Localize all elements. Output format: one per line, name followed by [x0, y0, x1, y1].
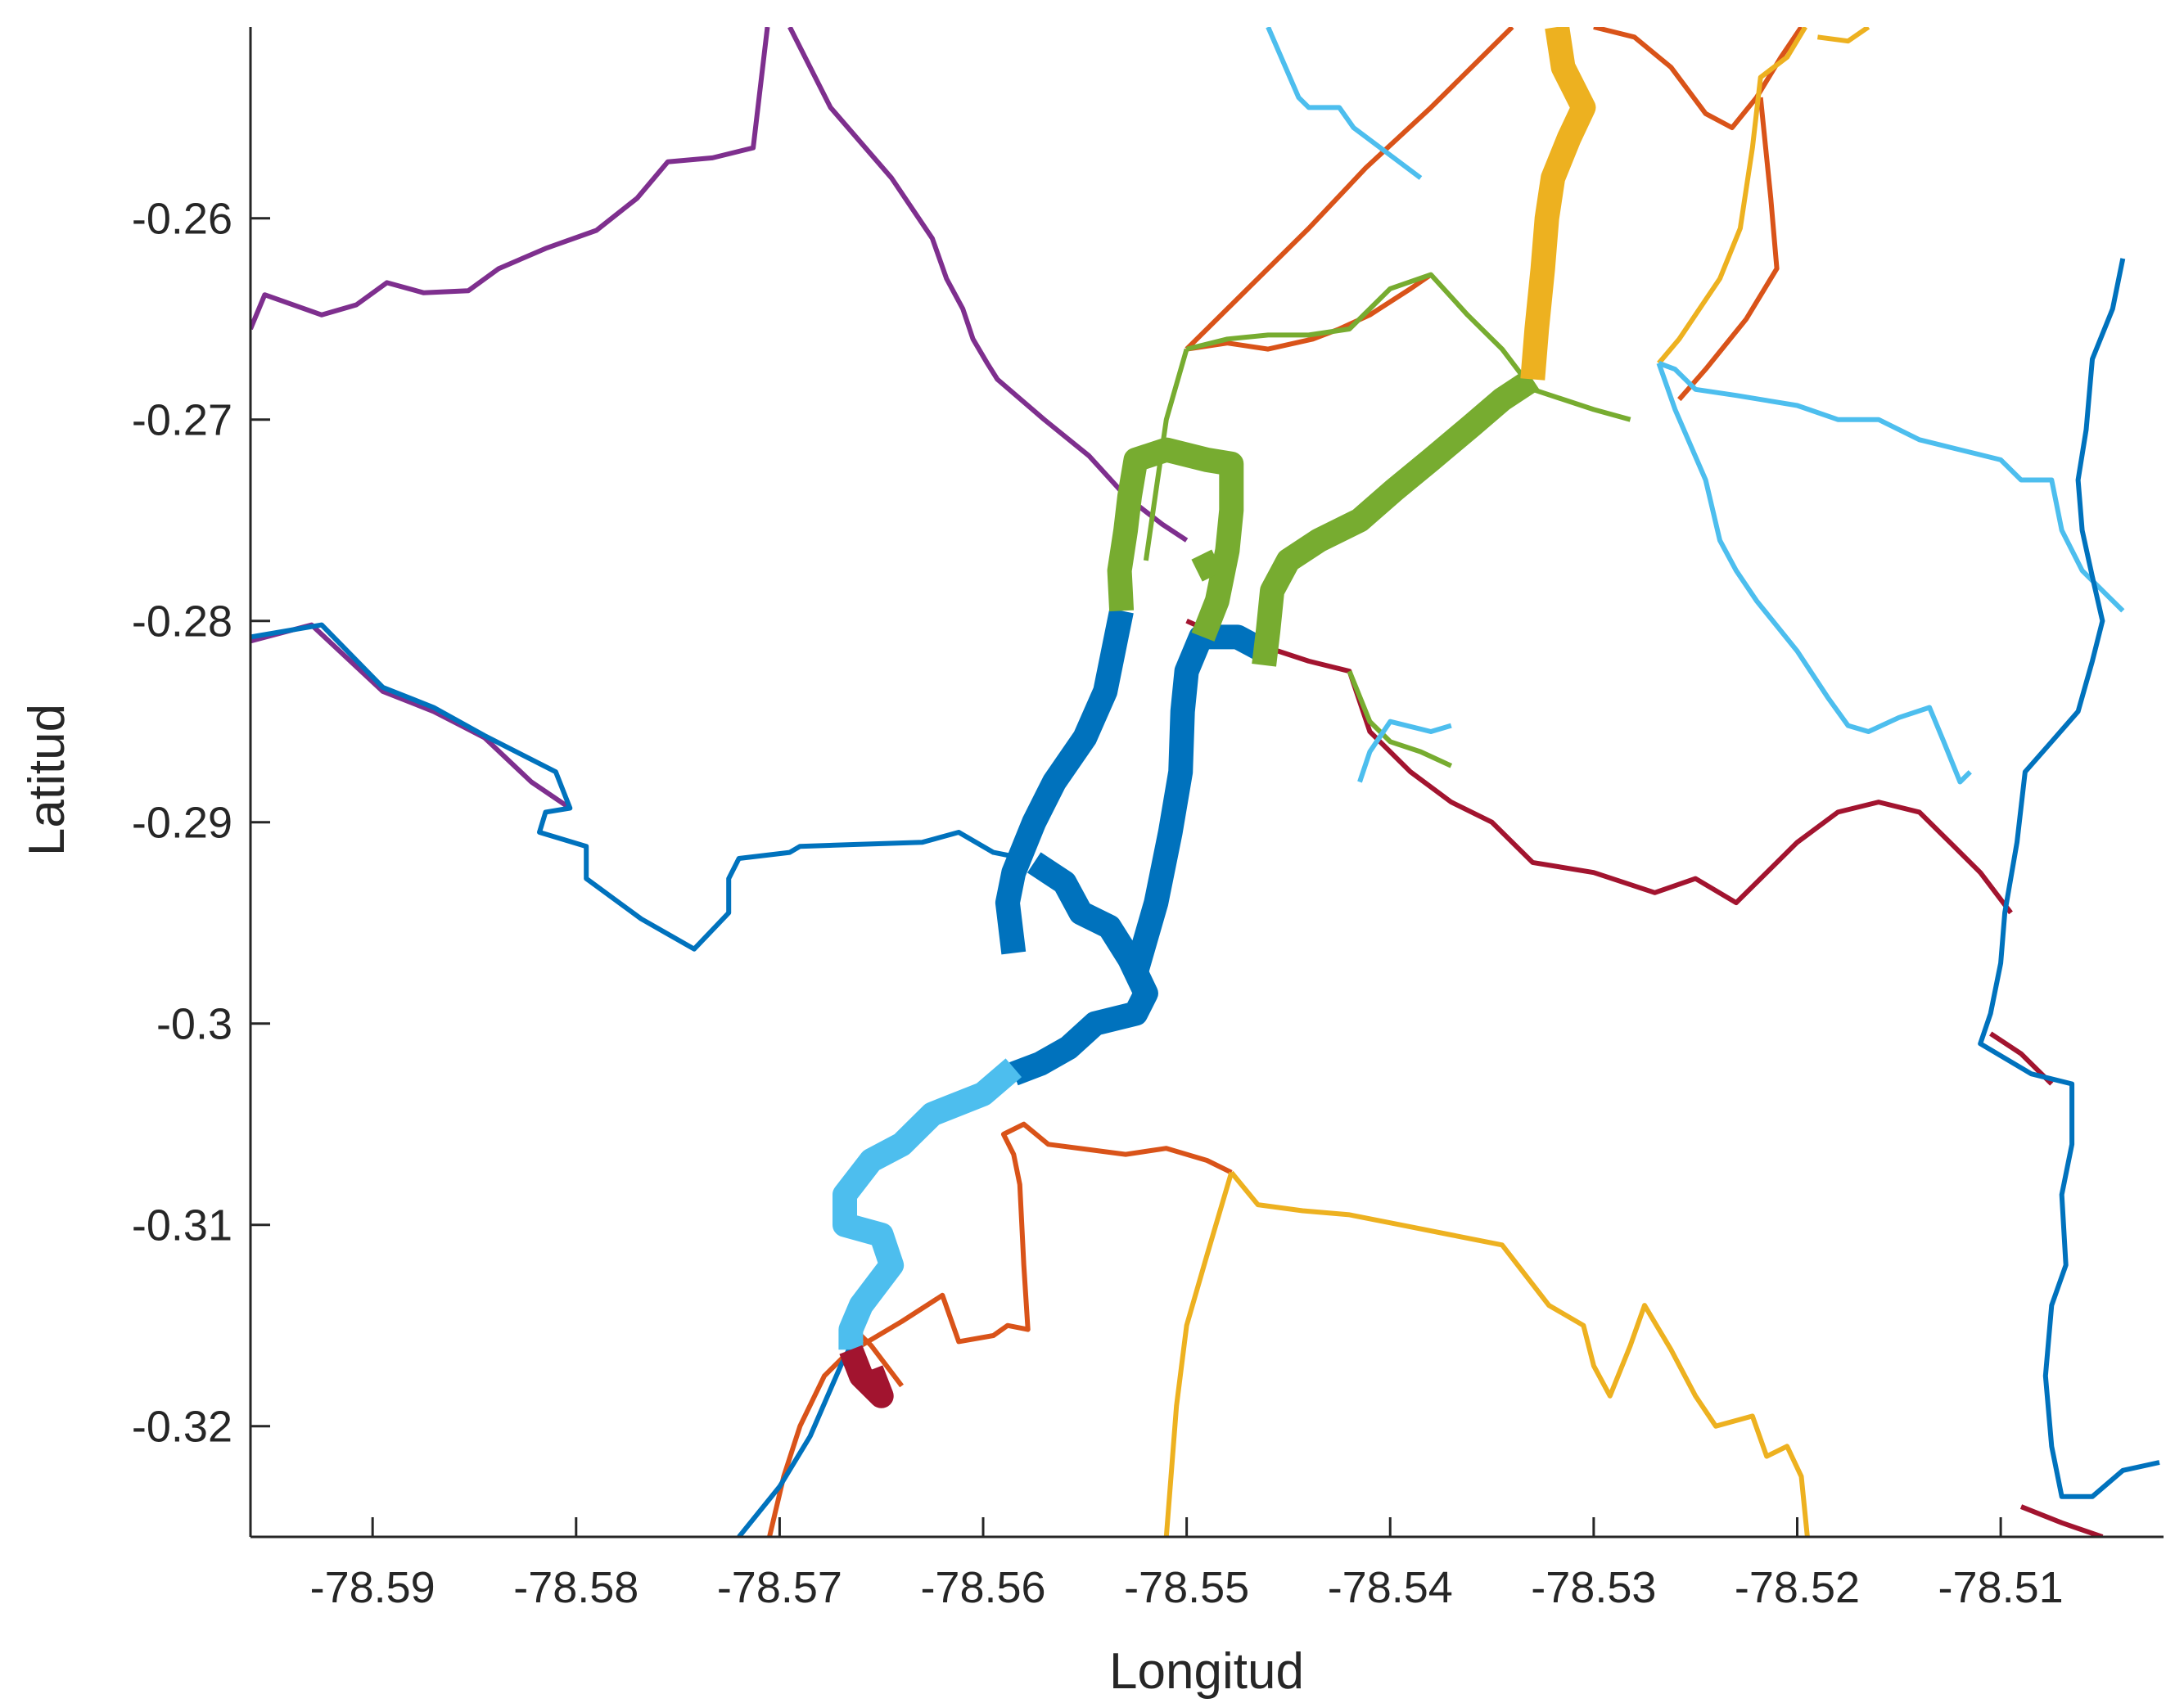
- y-tick-label: -0.3: [156, 1000, 232, 1049]
- route-line-24: [1357, 719, 1452, 783]
- x-tick-label: -78.56: [920, 1563, 1045, 1612]
- route-line-8: [1677, 97, 1780, 402]
- route-line-16: [1658, 360, 2125, 613]
- route-line-35: [1520, 27, 1596, 381]
- route-line-30: [833, 1058, 1022, 1350]
- route-line-23: [1347, 670, 1453, 768]
- route-line-31: [839, 1345, 894, 1408]
- y-tick-label: -0.32: [132, 1403, 232, 1452]
- route-line-34: [1252, 368, 1540, 667]
- y-tick-label: -0.29: [132, 799, 232, 848]
- x-tick-label: -78.59: [310, 1563, 435, 1612]
- route-line-4: [250, 622, 1025, 952]
- x-ticks: -78.59 -78.58 -78.57 -78.56 -78.55 -78.54 -78.…: [310, 1517, 2064, 1612]
- route-line-9: [767, 1121, 1233, 1537]
- x-tick-label: -78.54: [1328, 1563, 1453, 1612]
- y-ticks: -0.26 -0.27 -0.28 -0.29 -0.3 -0.31 -0.32: [132, 195, 270, 1452]
- x-tick-label: -78.51: [1938, 1563, 2064, 1612]
- route-line-21: [1185, 272, 1631, 422]
- y-tick-label: -0.26: [132, 195, 232, 244]
- route-line-20: [2019, 1504, 2104, 1537]
- route-line-18: [1185, 618, 2013, 915]
- route-line-1: [250, 27, 770, 331]
- route-line-25: [1978, 258, 2160, 1499]
- x-tick-label: -78.52: [1735, 1563, 1860, 1612]
- route-line-17: [1656, 362, 1972, 785]
- x-tick-label: -78.53: [1531, 1563, 1656, 1612]
- x-tick-label: -78.57: [717, 1563, 842, 1612]
- route-line-10: [859, 1333, 904, 1388]
- y-axis-title: Latitud: [19, 704, 75, 856]
- route-line-12: [1163, 1171, 1234, 1537]
- route-line-11: [1229, 1170, 1810, 1537]
- route-line-29: [1124, 624, 1270, 977]
- route-line-13: [1657, 27, 1807, 365]
- route-line-14: [1817, 27, 1870, 44]
- y-tick-label: -0.31: [132, 1201, 232, 1250]
- route-line-32: [1107, 437, 1244, 642]
- x-tick-label: -78.58: [513, 1563, 639, 1612]
- routes-layer: [250, 27, 2160, 1537]
- route-line-27: [995, 608, 1134, 955]
- route-line-28: [1009, 852, 1158, 1086]
- x-axis-title: Longitud: [1109, 1643, 1304, 1700]
- route-line-5: [1185, 27, 1514, 351]
- route-line-33: [1191, 549, 1223, 582]
- route-line-7: [1593, 27, 1803, 130]
- route-line-3: [250, 622, 571, 810]
- axes-layer: -78.59 -78.58 -78.57 -78.56 -78.55 -78.54 -78.…: [132, 27, 2164, 1612]
- y-tick-label: -0.27: [132, 396, 232, 445]
- x-tick-label: -78.55: [1124, 1563, 1249, 1612]
- y-tick-label: -0.28: [132, 597, 232, 647]
- route-line-15: [1266, 27, 1423, 180]
